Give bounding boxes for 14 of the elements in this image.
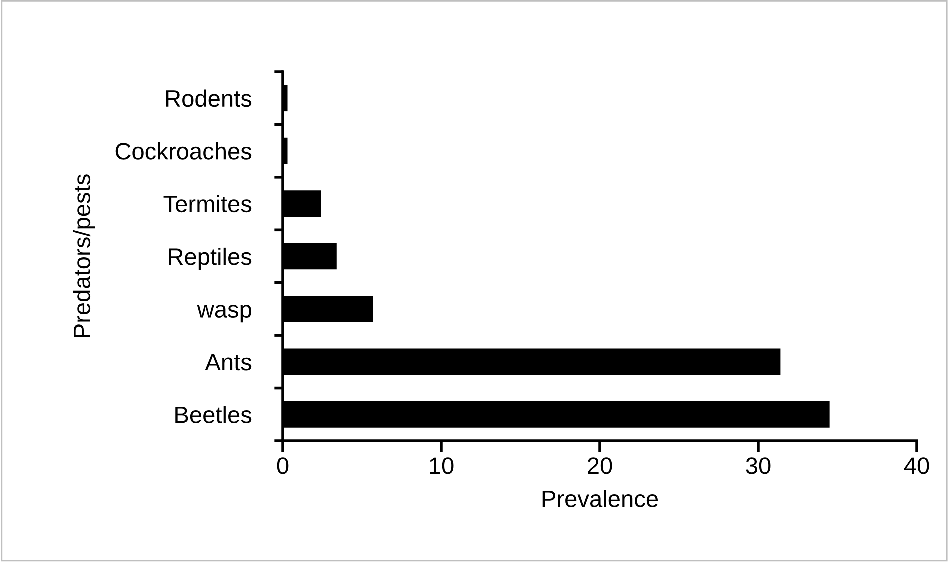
- x-axis-title: Prevalence: [542, 490, 658, 508]
- x-tick-label: 40: [904, 458, 930, 474]
- y-tick-label: Ants: [205, 354, 252, 371]
- y-axis-title: Predators/pests: [73, 174, 96, 338]
- x-tick-label: 20: [588, 458, 612, 474]
- x-tick-label: 30: [746, 458, 771, 474]
- x-tick-label: 10: [430, 458, 454, 474]
- y-tick-label: Termites: [164, 195, 252, 213]
- x-tick-label: 0: [277, 458, 289, 474]
- y-tick-label: Rodents: [166, 90, 252, 108]
- y-tick-label: Beetles: [176, 406, 252, 424]
- y-tick-label: Cockroaches: [116, 142, 252, 160]
- y-tick-label: wasp: [197, 305, 252, 323]
- y-tick-label: Reptiles: [169, 248, 252, 270]
